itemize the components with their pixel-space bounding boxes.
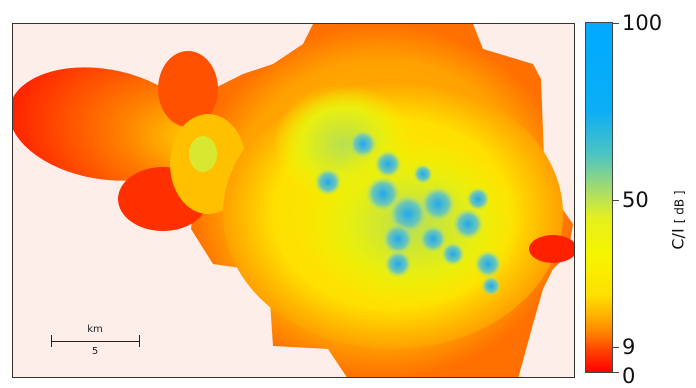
cell-site [374, 150, 402, 178]
scale-bar-length: 5 [91, 346, 99, 357]
colorbar-tick [613, 347, 619, 348]
cell-site [314, 168, 342, 196]
colorbar-title-unit: [ dB ] [672, 190, 687, 224]
scale-bar-unit: km [87, 324, 103, 335]
cell-site [419, 225, 447, 253]
cell-site [441, 242, 465, 266]
colorbar-tick-label-50: 50 [622, 188, 649, 212]
cell-site [384, 250, 412, 278]
cell-site [420, 186, 456, 222]
cell-site [466, 187, 490, 211]
coverage-lobe-north [158, 51, 218, 127]
colorbar-title: C/I [ dB ] [669, 190, 688, 249]
cell-site [413, 164, 433, 184]
scale-bar: km 5 [51, 324, 141, 364]
cell-site [452, 208, 484, 240]
colorbar-tick [613, 372, 619, 373]
cell-site [349, 130, 377, 158]
coverage-map: km 5 [12, 23, 575, 378]
coverage-heatmap [13, 24, 574, 377]
colorbar-tick-label-100: 100 [622, 11, 663, 35]
colorbar-tick-label-0: 0 [622, 364, 636, 388]
coverage-site-west [189, 136, 217, 172]
colorbar-tick-label-9: 9 [622, 335, 636, 359]
colorbar-tick [613, 23, 619, 24]
cell-site [382, 223, 414, 255]
cell-site [481, 276, 501, 296]
coverage-lobe-west [13, 67, 198, 181]
colorbar-title-text: C/I [668, 228, 688, 250]
cell-site [474, 250, 502, 278]
colorbar [585, 22, 613, 373]
coverage-interference-patch [529, 235, 574, 263]
colorbar-tick [613, 200, 619, 201]
